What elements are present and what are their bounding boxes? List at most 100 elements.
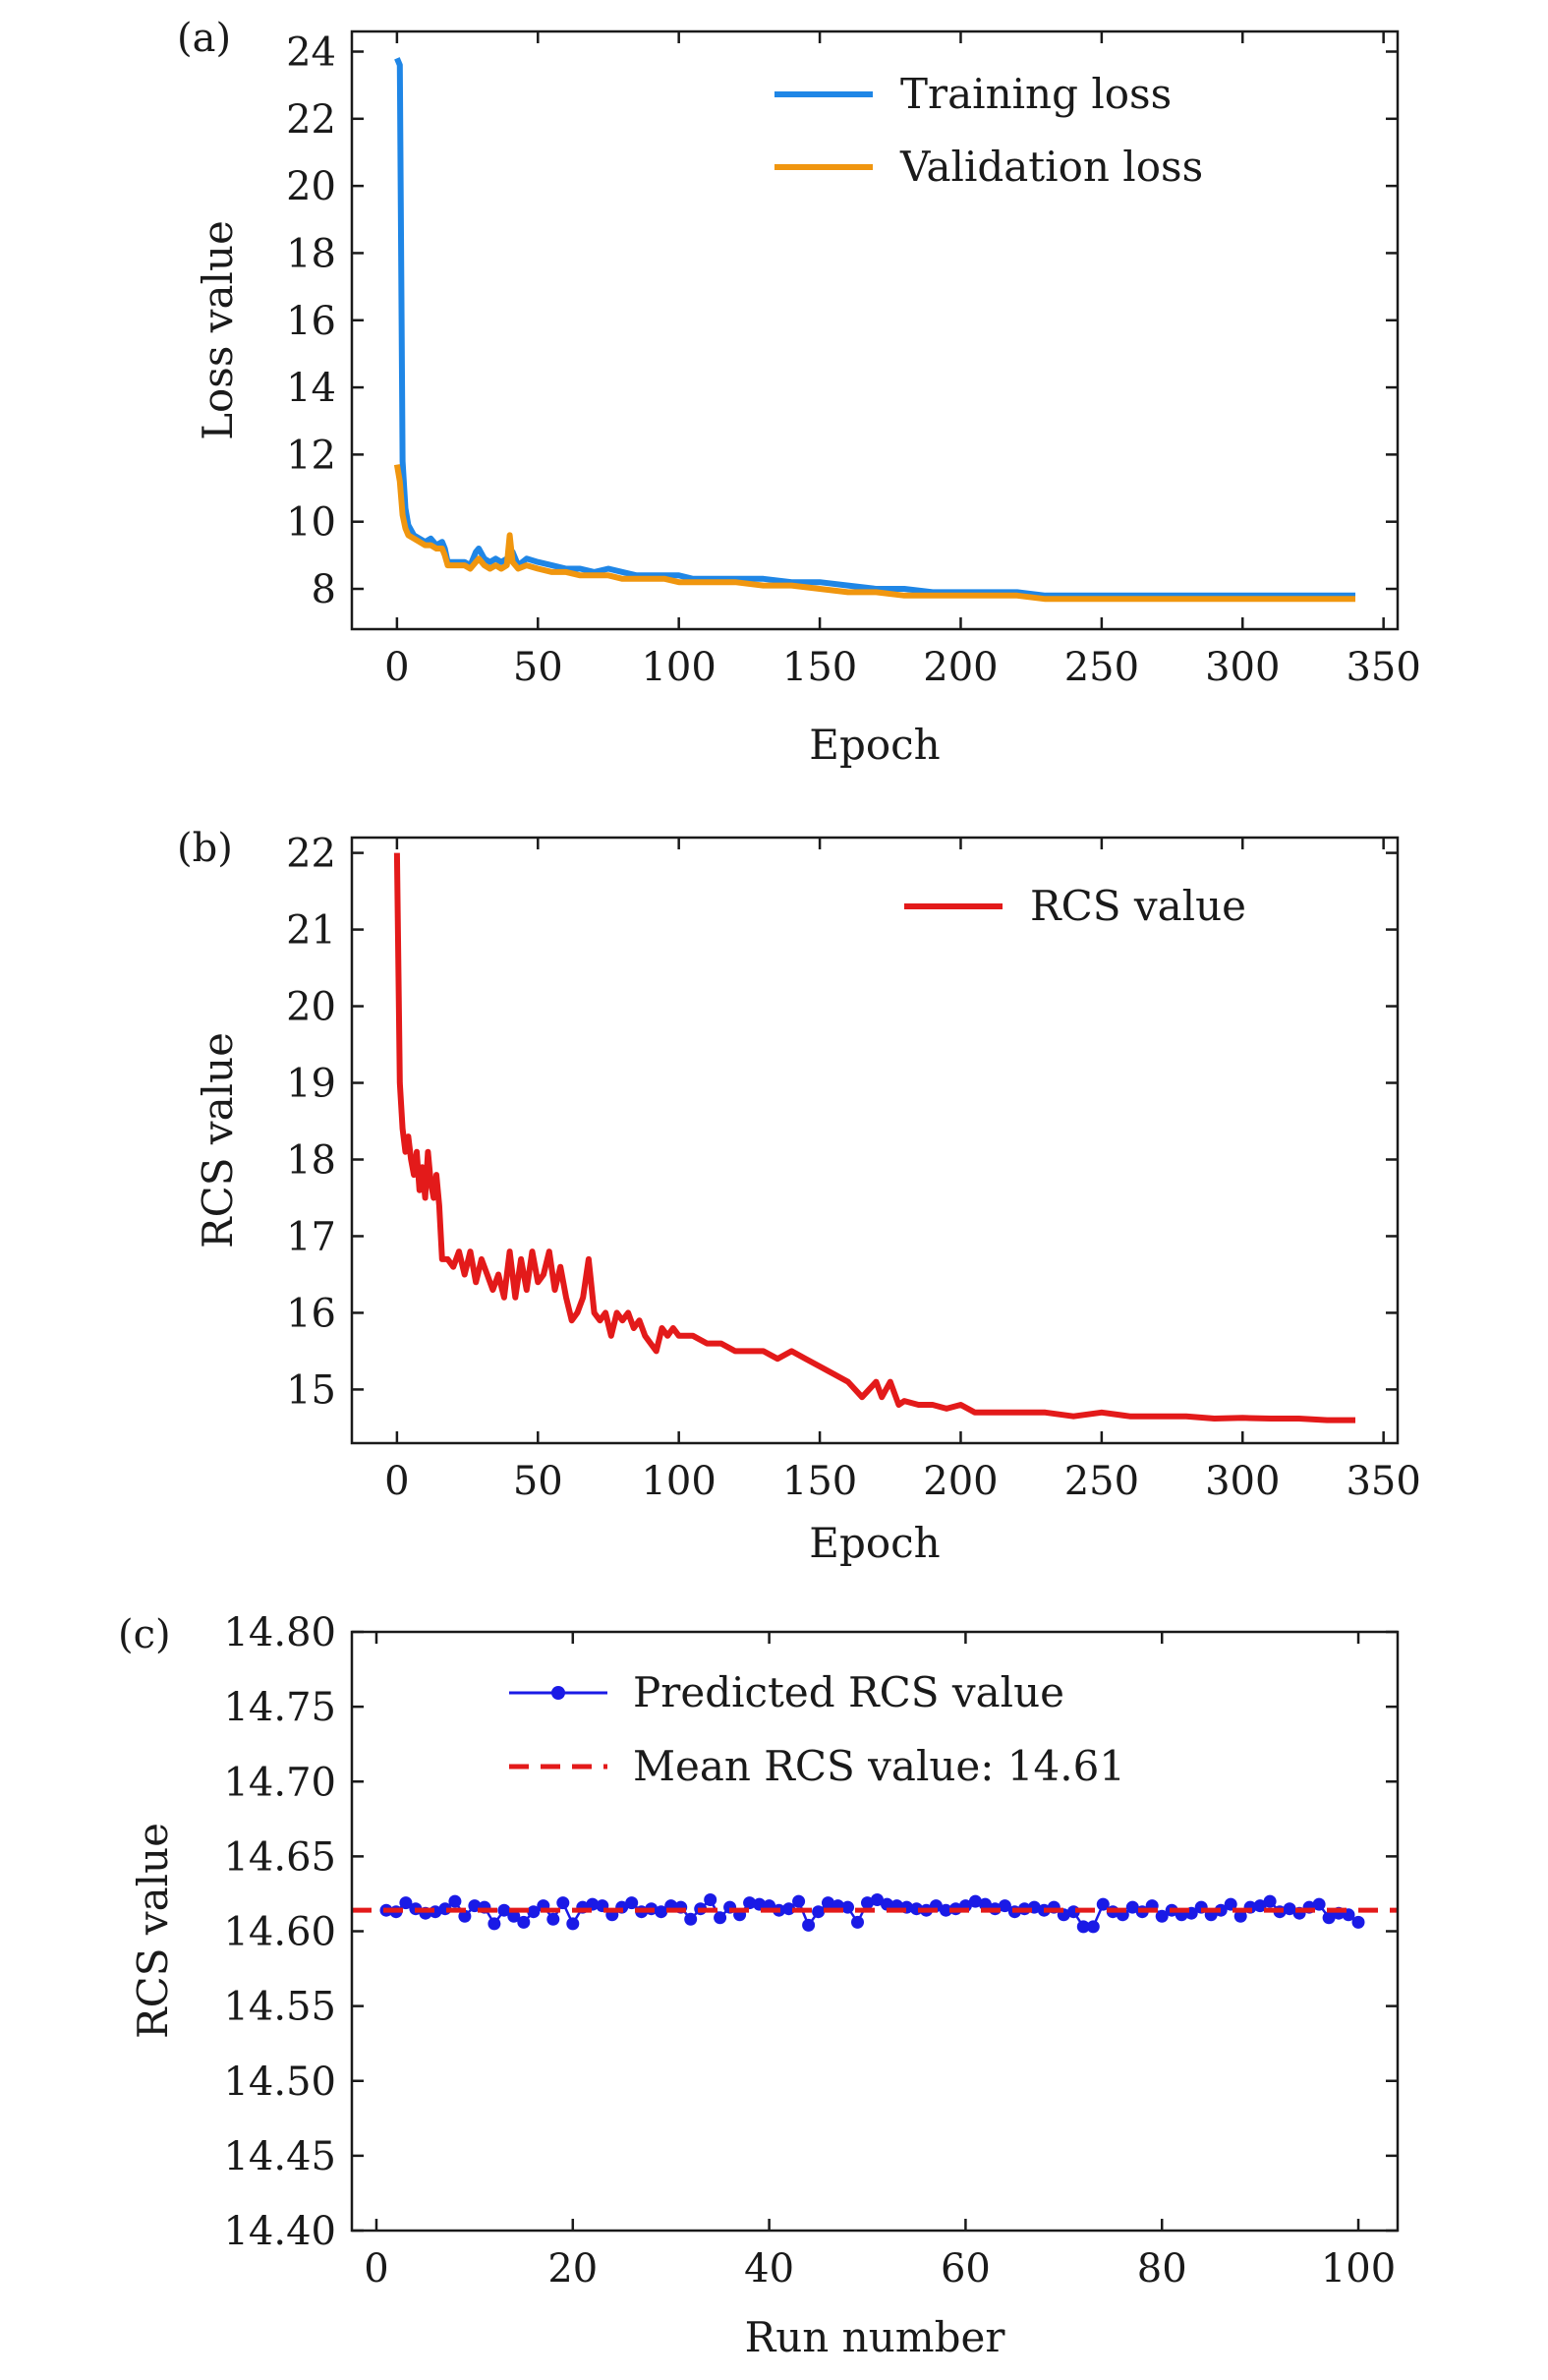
x-tick-label-b: 350: [1346, 1459, 1420, 1504]
data-point: [1086, 1920, 1100, 1934]
data-point: [753, 1897, 767, 1911]
series-line-a-0: [394, 57, 1355, 599]
data-point: [704, 1893, 717, 1906]
data-point: [1155, 1909, 1169, 1923]
data-point: [1283, 1902, 1296, 1916]
y-tick-label-a: 8: [312, 567, 336, 612]
data-point: [1096, 1897, 1110, 1911]
x-tick-label-c: 60: [941, 2246, 991, 2292]
data-point: [586, 1897, 600, 1911]
data-point: [939, 1903, 952, 1917]
y-tick-label-b: 20: [286, 985, 336, 1030]
x-tick-label-a: 50: [513, 645, 563, 690]
x-tick-label-c: 100: [1321, 2246, 1396, 2292]
data-point: [1263, 1894, 1277, 1908]
data-point: [998, 1899, 1011, 1913]
x-axis-label-b: Epoch: [809, 1519, 940, 1567]
y-tick-label-a: 24: [286, 29, 336, 75]
data-point: [1322, 1911, 1336, 1925]
y-tick-label-b: 22: [286, 832, 336, 877]
panel-label-b: (b): [177, 826, 233, 871]
data-point: [546, 1912, 560, 1926]
series-line-b-0: [393, 852, 1355, 1423]
data-point: [497, 1903, 511, 1917]
y-tick-label-a: 22: [286, 97, 336, 143]
y-tick-label-c: 14.65: [223, 1834, 336, 1880]
x-tick-label-c: 20: [547, 2246, 598, 2292]
legend-label-predicted-rcs: Predicted RCS value: [633, 1668, 1064, 1716]
chart-panel-c: (c) 0 20 40 60 80 100 14.40 14.45 14.50 14.55 14.6…: [118, 1610, 1400, 2361]
data-point: [1253, 1899, 1267, 1913]
legend-label-validation-loss: Validation loss: [899, 143, 1203, 191]
plot-frame-b: [350, 836, 1400, 1445]
chart-panel-a: (a) 0 50 100 150 200 250 300 350 8 10 12 14 16 18 20 22…: [177, 16, 1421, 769]
x-tick-label-a: 250: [1064, 645, 1139, 690]
x-tick-label-c: 40: [744, 2246, 794, 2292]
x-tick-label-b: 50: [513, 1459, 563, 1504]
data-point: [782, 1902, 796, 1916]
data-point: [556, 1896, 570, 1910]
data-point: [822, 1896, 834, 1910]
data-point: [1076, 1920, 1090, 1934]
x-tick-label-a: 200: [923, 645, 998, 690]
x-tick-label-c: 80: [1137, 2246, 1187, 2292]
x-tick-label-c: 0: [364, 2246, 388, 2292]
data-point: [566, 1917, 580, 1931]
data-point: [1312, 1897, 1326, 1911]
y-axis-label-b: RCS value: [194, 1032, 242, 1248]
legend-c: Predicted RCS value Mean RCS value: 14.6…: [509, 1668, 1125, 1790]
legend-label-training-loss: Training loss: [900, 70, 1172, 118]
data-point: [861, 1896, 874, 1910]
data-point: [625, 1896, 639, 1910]
plot-frame-a: [350, 29, 1400, 631]
data-point: [714, 1911, 727, 1925]
y-tick-label-a: 12: [286, 433, 336, 478]
legend-label-rcs-value: RCS value: [1030, 882, 1246, 930]
legend-b: RCS value: [904, 882, 1246, 930]
data-point: [743, 1896, 757, 1910]
data-point: [399, 1896, 413, 1910]
data-point: [812, 1905, 826, 1919]
y-tick-label-c: 14.75: [223, 1685, 336, 1730]
data-point: [792, 1894, 806, 1908]
y-tick-label-c: 14.50: [223, 2060, 336, 2105]
data-point: [1125, 1900, 1139, 1914]
series-group-b: [393, 852, 1355, 1423]
x-tick-label-b: 250: [1064, 1459, 1139, 1504]
x-axis-label-c: Run number: [745, 2313, 1006, 2361]
legend-a: Training loss Validation loss: [774, 70, 1203, 191]
data-point: [448, 1894, 462, 1908]
data-point: [968, 1894, 982, 1908]
data-point: [802, 1918, 816, 1932]
y-tick-label-b: 17: [286, 1214, 336, 1259]
x-tick-label-b: 200: [923, 1459, 998, 1504]
data-point: [487, 1917, 501, 1931]
data-point: [1224, 1897, 1237, 1911]
x-tick-label-b: 300: [1205, 1459, 1280, 1504]
y-tick-label-b: 18: [286, 1137, 336, 1183]
tick-group-b: 0 50 100 150 200 250 300 350 15 16 17 18 19 20 21 22: [286, 832, 1421, 1504]
series-group-c: [352, 1893, 1398, 1934]
data-point: [851, 1915, 864, 1929]
data-point: [527, 1905, 541, 1919]
chart-panel-b: (b) 0 50 100 150 200 250 300 350 15 16 17 18 19 20 21 2…: [177, 826, 1421, 1567]
x-tick-label-a: 350: [1346, 645, 1420, 690]
data-point: [517, 1915, 531, 1929]
y-axis-label-c: RCS value: [129, 1823, 177, 2039]
data-point: [841, 1900, 854, 1914]
x-tick-label-b: 100: [641, 1459, 716, 1504]
x-tick-label-b: 150: [782, 1459, 857, 1504]
panel-label-a: (a): [177, 16, 231, 61]
data-point: [1214, 1903, 1228, 1917]
series-line-a-1: [393, 464, 1355, 603]
data-point: [1233, 1909, 1247, 1923]
y-tick-label-a: 10: [286, 500, 336, 546]
x-tick-label-b: 0: [384, 1459, 409, 1504]
data-point: [871, 1893, 884, 1906]
y-tick-label-c: 14.70: [223, 1760, 336, 1805]
y-tick-label-b: 16: [286, 1291, 336, 1336]
panel-label-c: (c): [118, 1612, 171, 1657]
data-point: [507, 1909, 521, 1923]
data-point: [655, 1905, 668, 1919]
